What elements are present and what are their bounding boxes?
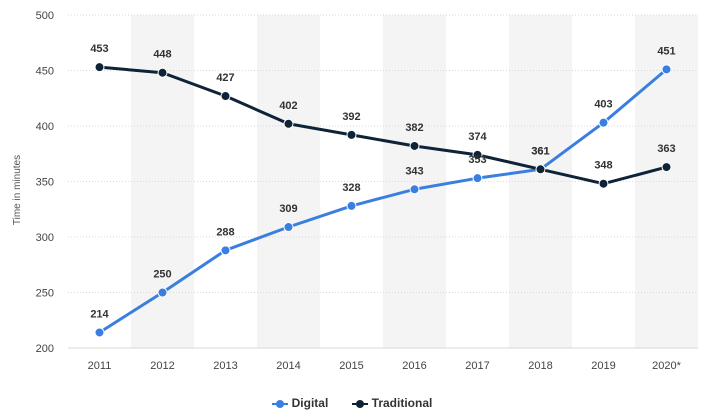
traditional-data-label: 427 xyxy=(216,72,234,84)
traditional-point xyxy=(346,129,357,140)
gridlines xyxy=(68,14,698,349)
legend-marker-traditional xyxy=(351,399,368,409)
legend-label-digital: Digital xyxy=(291,396,329,410)
digital-point xyxy=(283,222,294,233)
digital-point xyxy=(661,64,672,75)
traditional-point xyxy=(535,164,546,175)
x-tick-label: 2017 xyxy=(465,360,489,372)
digital-data-label: 361 xyxy=(531,145,549,157)
traditional-point xyxy=(283,118,294,129)
traditional-point xyxy=(409,140,420,151)
legend-label-traditional: Traditional xyxy=(371,396,433,410)
traditional-data-label: 363 xyxy=(657,143,675,155)
traditional-data-label: 361 xyxy=(531,145,549,157)
digital-data-label: 353 xyxy=(468,154,486,166)
digital-point xyxy=(409,184,420,195)
traditional-data-label: 382 xyxy=(405,122,423,134)
digital-point xyxy=(472,173,483,184)
traditional-point xyxy=(598,178,609,189)
y-tick-label: 300 xyxy=(36,232,54,244)
legend-marker-digital xyxy=(271,399,288,409)
traditional-point xyxy=(661,162,672,173)
data-labels: 214 250 288 309 328 343 353 361 403 451 453 448 427 4… xyxy=(90,43,675,320)
x-tick-label: 2011 xyxy=(88,360,112,372)
x-axis-ticks: 2011 2012 2013 2014 2015 2016 2017 2018 2019 2020… xyxy=(88,360,682,372)
y-tick-label: 350 xyxy=(36,177,54,189)
x-tick-label: 2015 xyxy=(339,360,363,372)
traditional-point xyxy=(157,67,168,78)
x-tick-label: 2018 xyxy=(528,360,552,372)
digital-point xyxy=(220,245,231,256)
x-tick-label: 2016 xyxy=(402,360,426,372)
series-layer xyxy=(94,62,672,338)
digital-data-label: 288 xyxy=(216,226,234,238)
traditional-data-label: 374 xyxy=(468,131,487,143)
digital-data-label: 343 xyxy=(405,165,423,177)
x-tick-label: 2014 xyxy=(276,360,300,372)
digital-data-label: 250 xyxy=(153,269,171,281)
legend-item-traditional[interactable]: Traditional xyxy=(351,396,433,410)
digital-data-label: 328 xyxy=(342,182,360,194)
x-tick-label: 2012 xyxy=(150,360,174,372)
x-tick-label: 2020* xyxy=(652,360,681,372)
plot-bands xyxy=(131,15,698,348)
traditional-point xyxy=(220,91,231,102)
legend-item-digital[interactable]: Digital xyxy=(271,396,329,410)
legend: Digital Traditional xyxy=(0,396,704,410)
traditional-data-label: 392 xyxy=(342,111,360,123)
y-axis-title: Time in minutes xyxy=(12,155,23,225)
digital-line xyxy=(98,68,668,334)
traditional-data-label: 448 xyxy=(153,49,171,61)
plot-band xyxy=(257,15,320,348)
x-tick-label: 2013 xyxy=(213,360,237,372)
y-axis-ticks: 200 250 300 350 400 450 500 xyxy=(36,10,54,355)
digital-point xyxy=(157,287,168,298)
digital-data-label: 214 xyxy=(90,308,109,320)
digital-data-label: 403 xyxy=(594,99,612,111)
traditional-data-label: 402 xyxy=(279,100,297,112)
traditional-line xyxy=(99,65,667,186)
digital-data-label: 451 xyxy=(657,45,675,57)
traditional-data-label: 453 xyxy=(90,43,108,55)
y-tick-label: 500 xyxy=(36,10,54,22)
y-tick-label: 400 xyxy=(36,121,54,133)
digital-point xyxy=(94,327,105,338)
y-tick-label: 200 xyxy=(36,343,54,355)
traditional-point xyxy=(94,62,105,73)
y-tick-label: 250 xyxy=(36,288,54,300)
traditional-data-label: 348 xyxy=(594,160,612,172)
plot-band xyxy=(383,15,446,348)
x-tick-label: 2019 xyxy=(591,360,615,372)
digital-point xyxy=(346,200,357,211)
digital-data-label: 309 xyxy=(279,203,297,215)
traditional-point xyxy=(472,149,483,160)
y-tick-label: 450 xyxy=(36,66,54,78)
plot-band xyxy=(509,15,572,348)
digital-point xyxy=(598,117,609,128)
